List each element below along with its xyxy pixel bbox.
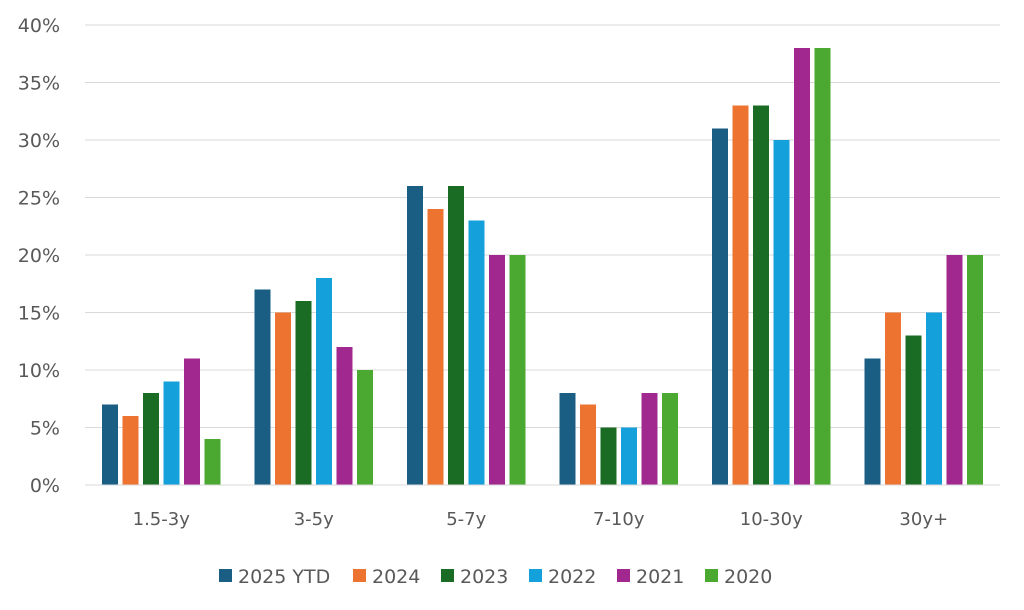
bar-5-7y-2023 bbox=[448, 186, 464, 485]
bar-7-10y-2024 bbox=[580, 404, 596, 485]
legend-label: 2023 bbox=[460, 566, 508, 588]
bar-7-10y-2023 bbox=[600, 427, 617, 485]
bar-5-7y-2025-YTD bbox=[407, 186, 423, 485]
legend-label: 2021 bbox=[636, 566, 684, 588]
x-tick-label: 3-5y bbox=[294, 509, 334, 530]
x-tick-label: 30y+ bbox=[899, 509, 948, 530]
bar-3-5y-2021 bbox=[336, 347, 353, 485]
bar-10-30y-2023 bbox=[753, 105, 769, 485]
legend-label: 2020 bbox=[724, 566, 772, 588]
x-tick-label: 7-10y bbox=[593, 509, 645, 530]
legend-swatch bbox=[353, 569, 366, 582]
bar-7-10y-2021 bbox=[641, 393, 658, 485]
bar-3-5y-2025-YTD bbox=[254, 289, 271, 485]
bar-30y+-2023 bbox=[905, 335, 922, 485]
bar-5-7y-2024 bbox=[427, 209, 444, 485]
y-tick-label: 35% bbox=[18, 73, 60, 95]
bar-3-5y-2020 bbox=[357, 370, 373, 485]
bar-3-5y-2022 bbox=[316, 278, 332, 485]
bar-7-10y-2022 bbox=[621, 427, 637, 485]
bar-1.5-3y-2020 bbox=[204, 439, 221, 485]
legend-swatch bbox=[529, 569, 542, 582]
y-tick-label: 30% bbox=[18, 130, 60, 152]
bar-10-30y-2021 bbox=[794, 48, 810, 485]
bar-1.5-3y-2024 bbox=[122, 416, 139, 485]
bar-1.5-3y-2022 bbox=[163, 381, 180, 485]
bar-5-7y-2021 bbox=[489, 255, 505, 485]
x-tick-label: 1.5-3y bbox=[133, 509, 191, 530]
y-tick-label: 40% bbox=[18, 15, 60, 37]
legend: 2025 YTD 2024 2023 2022 2021 2020 bbox=[219, 566, 772, 588]
bar-7-10y-2025-YTD bbox=[559, 393, 576, 485]
bar-10-30y-2025-YTD bbox=[712, 128, 728, 485]
legend-label: 2024 bbox=[372, 566, 420, 588]
legend-swatch bbox=[441, 569, 454, 582]
x-axis-ticks: 1.5-3y 3-5y 5-7y 7-10y 10-30y 30y+ bbox=[133, 509, 948, 530]
bar-30y+-2024 bbox=[885, 312, 901, 485]
bars bbox=[102, 48, 983, 485]
bar-10-30y-2024 bbox=[732, 105, 749, 485]
legend-swatch bbox=[705, 569, 718, 582]
bar-3-5y-2024 bbox=[275, 312, 291, 485]
legend-swatch bbox=[219, 569, 232, 582]
bar-30y+-2025-YTD bbox=[864, 358, 881, 485]
bar-10-30y-2022 bbox=[773, 140, 790, 485]
bar-10-30y-2020 bbox=[814, 48, 831, 485]
bar-3-5y-2023 bbox=[295, 301, 312, 485]
bar-1.5-3y-2023 bbox=[143, 393, 159, 485]
y-tick-label: 25% bbox=[18, 188, 60, 210]
bar-1.5-3y-2025-YTD bbox=[102, 404, 118, 485]
y-tick-label: 10% bbox=[18, 360, 60, 382]
y-axis-ticks: 0% 5% 10% 15% 20% 25% 30% 35% 40% bbox=[18, 15, 60, 497]
bar-5-7y-2020 bbox=[509, 255, 526, 485]
bar-7-10y-2020 bbox=[662, 393, 678, 485]
y-tick-label: 0% bbox=[30, 475, 60, 497]
gridlines bbox=[85, 24, 1000, 428]
x-tick-label: 5-7y bbox=[446, 509, 486, 530]
bar-30y+-2022 bbox=[926, 312, 942, 485]
legend-swatch bbox=[617, 569, 630, 582]
y-tick-label: 15% bbox=[18, 303, 60, 325]
bar-30y+-2020 bbox=[967, 255, 983, 485]
y-tick-label: 20% bbox=[18, 245, 60, 267]
legend-label: 2022 bbox=[548, 566, 596, 588]
x-tick-label: 10-30y bbox=[740, 509, 803, 530]
y-tick-label: 5% bbox=[30, 418, 60, 440]
bar-1.5-3y-2021 bbox=[184, 358, 200, 485]
bar-5-7y-2022 bbox=[468, 220, 485, 485]
legend-label: 2025 YTD bbox=[238, 566, 330, 588]
bar-30y+-2021 bbox=[946, 255, 963, 485]
